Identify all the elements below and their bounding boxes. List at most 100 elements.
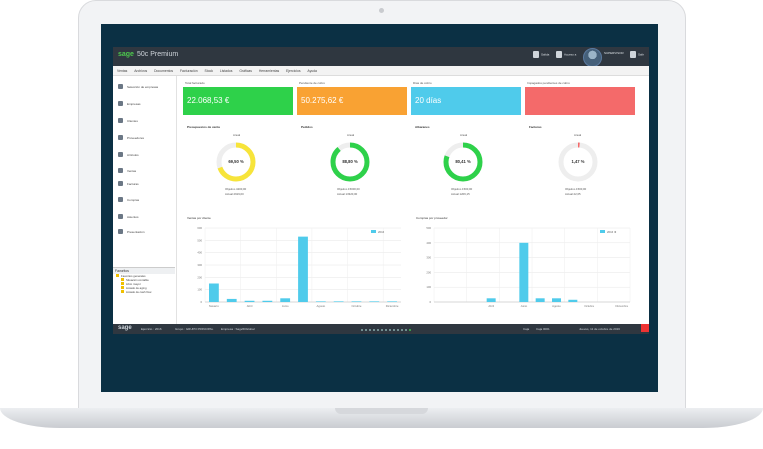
menu-documentos[interactable]: Documentos <box>154 69 174 73</box>
y-tick-label: 500 <box>426 226 431 230</box>
menu-stock[interactable]: Stock <box>204 69 214 73</box>
gauge-title: Presupuestos de venta <box>187 125 220 129</box>
bar <box>486 298 496 302</box>
status-grupo: Grupo : GRUPO PRINCIPAL <box>175 327 214 331</box>
menu-facturacion[interactable]: Facturación <box>179 69 198 73</box>
y-tick-label: 0 <box>429 300 431 304</box>
favorite-item[interactable]: Libro mayor <box>121 282 175 286</box>
chart-compras-por-proveedor: 0 100 200 300 400 500 Abril Junio Agosto Octubre D… <box>426 226 631 308</box>
x-tick-label: Junio <box>520 304 527 308</box>
sidebar-item-ventas[interactable]: Ventas <box>118 168 176 176</box>
invoice-icon <box>118 181 123 186</box>
gauge-title: Pedidos <box>301 125 313 129</box>
favorite-item[interactable]: Listado de cash flow <box>121 290 175 294</box>
box-icon <box>118 152 123 157</box>
bar <box>519 242 529 302</box>
avatar-icon[interactable] <box>583 48 602 67</box>
sidebar-item-seleccion-empresas[interactable]: Selección de empresas <box>118 84 176 92</box>
bar <box>244 300 255 302</box>
bar <box>315 301 326 302</box>
title-bar: sage 50c Premium Salida Acceso a SUPERVIS… <box>113 47 649 67</box>
cart-icon <box>118 168 123 173</box>
sidebar-item-asientos[interactable]: Asientos <box>118 214 176 222</box>
menu-ejercicios[interactable]: Ejercicios <box>286 69 301 73</box>
gauge-target: Objetivo 15000,00 <box>337 187 360 191</box>
basket-icon <box>118 197 123 202</box>
acceso-button[interactable]: Acceso a <box>556 51 576 58</box>
y-tick-label: 100 <box>197 288 202 292</box>
app-name: 50c Premium <box>136 51 179 58</box>
kpi-value: 20 días <box>415 96 442 105</box>
ledger-icon <box>118 214 123 219</box>
bar <box>351 301 362 302</box>
favorite-item[interactable]: Listado de aging <box>121 286 175 290</box>
menu-archivos[interactable]: Archivos <box>134 69 148 73</box>
app-window: sage 50c Premium Salida Acceso a SUPERVIS… <box>113 47 649 334</box>
exit-icon <box>533 51 539 58</box>
favorites-panel: Favoritos Favoritos generales Situación … <box>113 267 175 325</box>
kpi-tile-impagados[interactable] <box>525 87 635 115</box>
y-tick-label: 500 <box>197 238 202 242</box>
gauge-title: Facturas <box>529 125 542 129</box>
gauge-target: Objetivo 4200,00 <box>225 187 247 191</box>
gauge-value: 88,80 % <box>342 159 358 164</box>
star-icon <box>121 282 124 285</box>
star-icon <box>121 290 124 293</box>
logout-icon <box>630 51 636 58</box>
company-icon <box>118 101 123 106</box>
gauge-pedidos <box>330 142 370 182</box>
legend-swatch <box>600 230 605 233</box>
sidebar-item-proveedores[interactable]: Proveedores <box>118 135 176 143</box>
bar <box>262 300 273 302</box>
gauge-facturas <box>558 142 598 182</box>
status-bar: sage Ejercicio : 2016 Grupo : GRUPO PRIN… <box>113 324 649 334</box>
folder-icon <box>116 274 119 277</box>
gauge-arc <box>216 142 256 182</box>
salida-button[interactable]: Salida <box>533 51 549 58</box>
user-menu[interactable]: SUPERVISOR <box>604 51 624 55</box>
notification-badge[interactable] <box>641 324 649 332</box>
gauge-target: Objetivo 1500,00 <box>451 187 473 191</box>
menu-ayuda[interactable]: Ayuda <box>307 69 317 73</box>
kpi-tile-total-facturado[interactable]: 22.068,53 € <box>183 87 293 115</box>
y-tick-label: 300 <box>426 256 431 260</box>
bar <box>226 298 237 302</box>
kpi-title-pendiente-cobro: Pendiente de cobro <box>299 81 326 85</box>
legend-label: 2016 III <box>607 230 617 234</box>
favorite-item[interactable]: Situación contable <box>121 278 175 282</box>
x-tick-label: Octubre <box>351 304 361 308</box>
star-icon <box>121 278 124 281</box>
menu-graficas[interactable]: Gráficas <box>239 69 252 73</box>
gauge-arc <box>558 142 598 182</box>
x-tick-label: Agosto <box>316 304 325 308</box>
kpi-tile-dias-cobro[interactable]: 20 días <box>411 87 521 115</box>
kpi-title-impagados: Impagados pendientes de cobro <box>527 81 570 85</box>
gauge-actual: Actual 13320,00 <box>337 192 358 196</box>
sidebar-item-articulos[interactable]: Artículos <box>118 152 176 160</box>
sidebar-item-compras[interactable]: Compras <box>118 197 176 205</box>
kpi-tile-pendiente-cobro[interactable]: 50.275,62 € <box>297 87 407 115</box>
sidebar-item-clientes[interactable]: Clientes <box>118 118 176 126</box>
sidebar-item-empresas[interactable]: Empresas <box>118 101 176 109</box>
menu-herramientas[interactable]: Herramientas <box>258 69 280 73</box>
menu-ventas[interactable]: Ventas <box>117 69 128 73</box>
salir-button[interactable]: Salir <box>630 51 644 58</box>
gauge-period: Anual <box>460 133 468 137</box>
gauge-period: Anual <box>347 133 355 137</box>
kpi-value: 50.275,62 € <box>301 96 344 105</box>
sidebar-item-presentacion[interactable]: Presentación <box>118 229 176 237</box>
x-tick-label: Diciembre <box>616 304 629 308</box>
status-fecha: Jueves, 11 de octubre de 2016 <box>579 327 620 331</box>
page-indicator[interactable] <box>361 328 413 332</box>
x-tick-label: Abril <box>488 304 494 308</box>
status-caja-label: Caja <box>523 327 530 331</box>
y-tick-label: 100 <box>426 285 431 289</box>
gauge-title: Albaranes <box>415 125 430 129</box>
star-icon <box>121 286 124 289</box>
sidebar-item-facturas[interactable]: Facturas <box>118 181 176 189</box>
x-tick-label: Junio <box>282 304 289 308</box>
app-brand: sage 50c Premium <box>118 51 178 58</box>
y-tick-label: 400 <box>426 241 431 245</box>
favorites-root[interactable]: Favoritos generales <box>116 274 175 278</box>
menu-listados[interactable]: Listados <box>219 69 233 73</box>
